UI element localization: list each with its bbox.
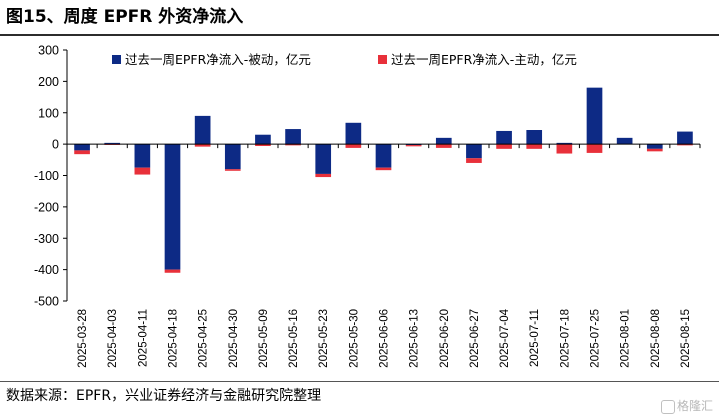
bar-passive	[586, 87, 603, 145]
y-tick-label: 0	[52, 138, 59, 152]
x-tick-label: 2025-05-30	[348, 309, 360, 368]
x-tick-label: 2025-06-06	[379, 309, 391, 368]
bar-active	[526, 144, 543, 149]
bar-passive	[104, 142, 121, 145]
bar-active	[255, 144, 271, 147]
bar-passive	[556, 142, 573, 145]
bar-active	[375, 167, 392, 171]
y-tick-label: 100	[38, 106, 59, 120]
bar-passive	[255, 134, 271, 145]
bar-passive	[74, 144, 90, 151]
y-tick-label: -400	[34, 263, 59, 277]
source-note: 数据来源：EPFR，兴业证券经济与金融研究院整理	[6, 388, 322, 404]
bar-passive	[435, 137, 452, 145]
bar-passive	[375, 144, 392, 168]
y-tick-label: -100	[34, 169, 59, 183]
watermark: 格隆汇	[660, 397, 713, 414]
bar-passive	[345, 122, 362, 145]
y-tick-label: -500	[34, 295, 59, 309]
x-tick-label: 2025-06-27	[469, 309, 481, 368]
bar-passive	[496, 130, 512, 145]
watermark-logo-icon	[660, 399, 675, 414]
bar-active	[345, 144, 362, 148]
x-tick-label: 2025-08-15	[680, 309, 692, 368]
bar-passive	[646, 144, 663, 149]
bar-active	[646, 148, 663, 152]
legend-swatch	[112, 55, 121, 64]
x-tick-label: 2025-07-25	[590, 309, 602, 368]
bar-active	[435, 144, 452, 148]
y-axis: 300 200 100 0 -100 -200 -300 -400 -500	[34, 44, 68, 309]
x-tick-label: 2025-05-23	[318, 309, 330, 368]
x-tick-label: 2025-08-08	[650, 309, 662, 368]
x-tick-label: 2025-04-11	[137, 309, 149, 367]
bar-passive	[285, 129, 301, 145]
x-tick-label: 2025-05-09	[258, 309, 270, 368]
bar-passive	[616, 137, 633, 145]
y-tick-label: -200	[34, 200, 59, 214]
x-tick-label: 2025-03-28	[77, 309, 89, 368]
x-tick-label: 2025-04-03	[107, 309, 119, 368]
bar-passive	[677, 131, 693, 145]
x-tick-label: 2025-05-16	[288, 309, 300, 368]
bar-active	[74, 150, 90, 155]
bar-active	[496, 144, 512, 149]
source-divider	[0, 381, 719, 382]
bar-passive	[134, 144, 151, 168]
x-tick-label: 2025-04-18	[168, 309, 180, 368]
bar-active	[405, 145, 422, 147]
bar-active	[164, 269, 181, 273]
x-axis: 2025-03-28 2025-04-03 2025-04-11 2025-04-18…	[66, 143, 701, 368]
bar-active	[194, 144, 211, 147]
bar-active	[224, 169, 241, 171]
bar-active	[677, 144, 693, 146]
bar-passive	[466, 144, 482, 159]
bar-active	[556, 144, 573, 154]
page-title: 图15、周度 EPFR 外资净流入	[6, 7, 244, 27]
y-tick-label: 300	[38, 44, 59, 58]
bar-active	[466, 158, 482, 163]
bar-active	[586, 144, 603, 153]
bars	[74, 87, 693, 273]
bar-passive	[315, 144, 332, 174]
bar-chart: 300 200 100 0 -100 -200 -300 -400 -500 2025-03-2…	[34, 44, 701, 368]
legend: 过去一周EPFR净流入-被动，亿元 过去一周EPFR净流入-主动，亿元	[112, 52, 577, 67]
legend-label: 过去一周EPFR净流入-主动，亿元	[391, 52, 577, 67]
bar-passive	[194, 115, 211, 145]
y-tick-label: -300	[34, 232, 59, 246]
bar-passive	[224, 144, 241, 170]
bar-passive	[164, 144, 181, 270]
bar-active	[315, 173, 332, 178]
bar-active	[285, 144, 301, 146]
legend-label: 过去一周EPFR净流入-被动，亿元	[125, 52, 311, 67]
x-tick-label: 2025-04-25	[198, 309, 210, 368]
legend-swatch	[378, 55, 387, 64]
x-tick-label: 2025-08-01	[620, 309, 632, 368]
title-divider	[0, 34, 719, 36]
bar-active	[134, 167, 151, 175]
bar-passive	[526, 130, 543, 145]
y-tick-label: 200	[38, 75, 59, 89]
x-tick-label: 2025-07-11	[529, 309, 541, 367]
x-tick-label: 2025-06-13	[409, 309, 421, 368]
x-tick-label: 2025-04-30	[228, 309, 240, 368]
x-tick-label: 2025-07-04	[499, 308, 511, 367]
watermark-text: 格隆汇	[676, 399, 713, 413]
x-tick-label: 2025-06-20	[439, 309, 451, 368]
x-tick-label: 2025-07-18	[559, 309, 571, 368]
